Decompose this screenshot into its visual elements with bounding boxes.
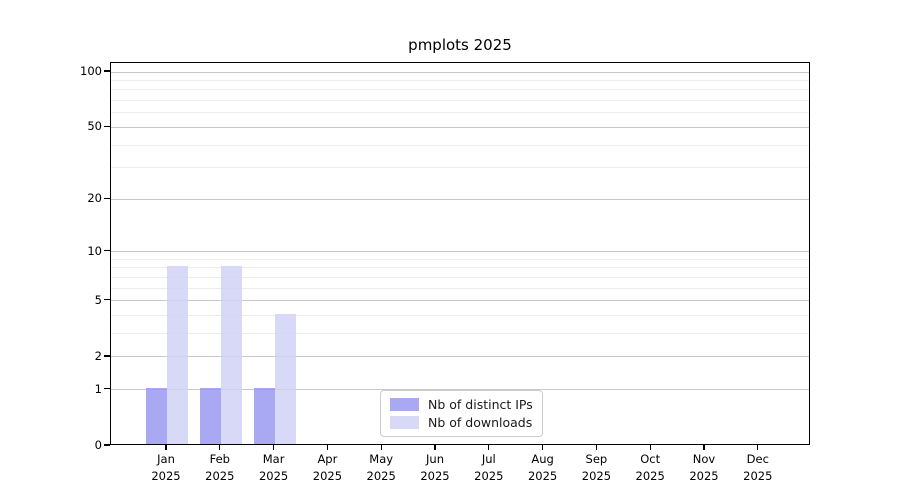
bar-nb-of-distinct-ips-jan: [146, 387, 167, 444]
bar-nb-of-downloads-mar: [274, 313, 296, 444]
y-tick-mark: [104, 70, 110, 72]
x-tick-label-jan: Jan 2025: [151, 452, 181, 483]
minor-gridline: [111, 267, 809, 269]
chart-title: pmplots 2025: [408, 36, 512, 54]
plot-area: [110, 62, 810, 445]
minor-gridline: [111, 112, 809, 114]
legend-swatch-downloads: [390, 416, 419, 429]
major-gridline: [111, 389, 809, 391]
x-tick-label-jul: Jul 2025: [474, 452, 504, 483]
x-tick-mark: [649, 445, 651, 450]
x-tick-label-apr: Apr 2025: [312, 452, 343, 483]
minor-gridline: [111, 89, 809, 91]
bar-nb-of-downloads-feb: [220, 266, 242, 444]
bar-nb-of-distinct-ips-mar: [253, 387, 275, 444]
minor-gridline: [111, 287, 809, 289]
y-tick-label: 0: [94, 438, 102, 452]
minor-gridline: [111, 333, 809, 335]
y-tick-label: 50: [87, 119, 102, 134]
x-tick-label-sep: Sep 2025: [581, 452, 612, 483]
major-gridline: [111, 251, 809, 253]
legend-label-distinct-ips: Nb of distinct IPs: [428, 397, 533, 412]
bar-nb-of-distinct-ips-feb: [199, 387, 221, 444]
y-tick-label: 10: [87, 243, 102, 258]
x-tick-mark: [488, 445, 490, 450]
x-tick-label-feb: Feb 2025: [205, 452, 235, 483]
legend-entry-distinct-ips: Nb of distinct IPs: [390, 397, 542, 412]
y-tick-label: 1: [94, 381, 102, 396]
y-tick-mark: [104, 250, 110, 252]
minor-gridline: [111, 277, 809, 279]
x-tick-label-aug: Aug 2025: [527, 452, 558, 483]
legend-label-downloads: Nb of downloads: [428, 415, 533, 430]
minor-gridline: [111, 315, 809, 317]
x-tick-label-mar: Mar 2025: [258, 452, 289, 483]
major-gridline: [111, 356, 809, 358]
legend: Nb of distinct IPs Nb of downloads: [380, 390, 543, 437]
y-tick-mark: [104, 355, 110, 357]
minor-gridline: [111, 100, 809, 102]
y-tick-label: 2: [94, 348, 102, 363]
major-gridline: [111, 198, 809, 200]
minor-gridline: [111, 144, 809, 146]
legend-swatch-distinct-ips: [390, 398, 419, 411]
x-tick-mark: [757, 445, 759, 450]
y-tick-mark: [104, 299, 110, 301]
y-tick-label: 20: [87, 191, 102, 206]
y-tick-mark: [104, 197, 110, 199]
major-gridline: [111, 71, 809, 73]
x-tick-mark: [595, 445, 597, 450]
minor-gridline: [111, 167, 809, 169]
x-tick-label-may: May 2025: [366, 452, 396, 483]
legend-entry-downloads: Nb of downloads: [390, 415, 542, 430]
x-tick-mark: [542, 445, 544, 450]
y-tick-mark: [104, 444, 110, 446]
y-tick-label: 100: [80, 64, 102, 79]
minor-gridline: [111, 80, 809, 82]
minor-gridline: [111, 258, 809, 260]
x-tick-mark: [380, 445, 382, 450]
x-tick-label-oct: Oct 2025: [635, 452, 665, 483]
major-gridline: [111, 300, 809, 302]
x-tick-label-jun: Jun 2025: [420, 452, 450, 483]
x-tick-mark: [434, 445, 436, 450]
y-tick-mark: [104, 388, 110, 390]
x-tick-mark: [703, 445, 705, 450]
major-gridline: [111, 126, 809, 128]
x-tick-mark: [165, 445, 167, 450]
bar-nb-of-downloads-jan: [167, 266, 188, 444]
x-tick-mark: [326, 445, 328, 450]
x-tick-mark: [219, 445, 221, 450]
y-tick-mark: [104, 125, 110, 128]
x-tick-label-dec: Dec 2025: [743, 452, 773, 483]
x-tick-mark: [273, 445, 275, 450]
x-tick-label-nov: Nov 2025: [689, 452, 719, 483]
y-tick-label: 5: [94, 292, 102, 307]
